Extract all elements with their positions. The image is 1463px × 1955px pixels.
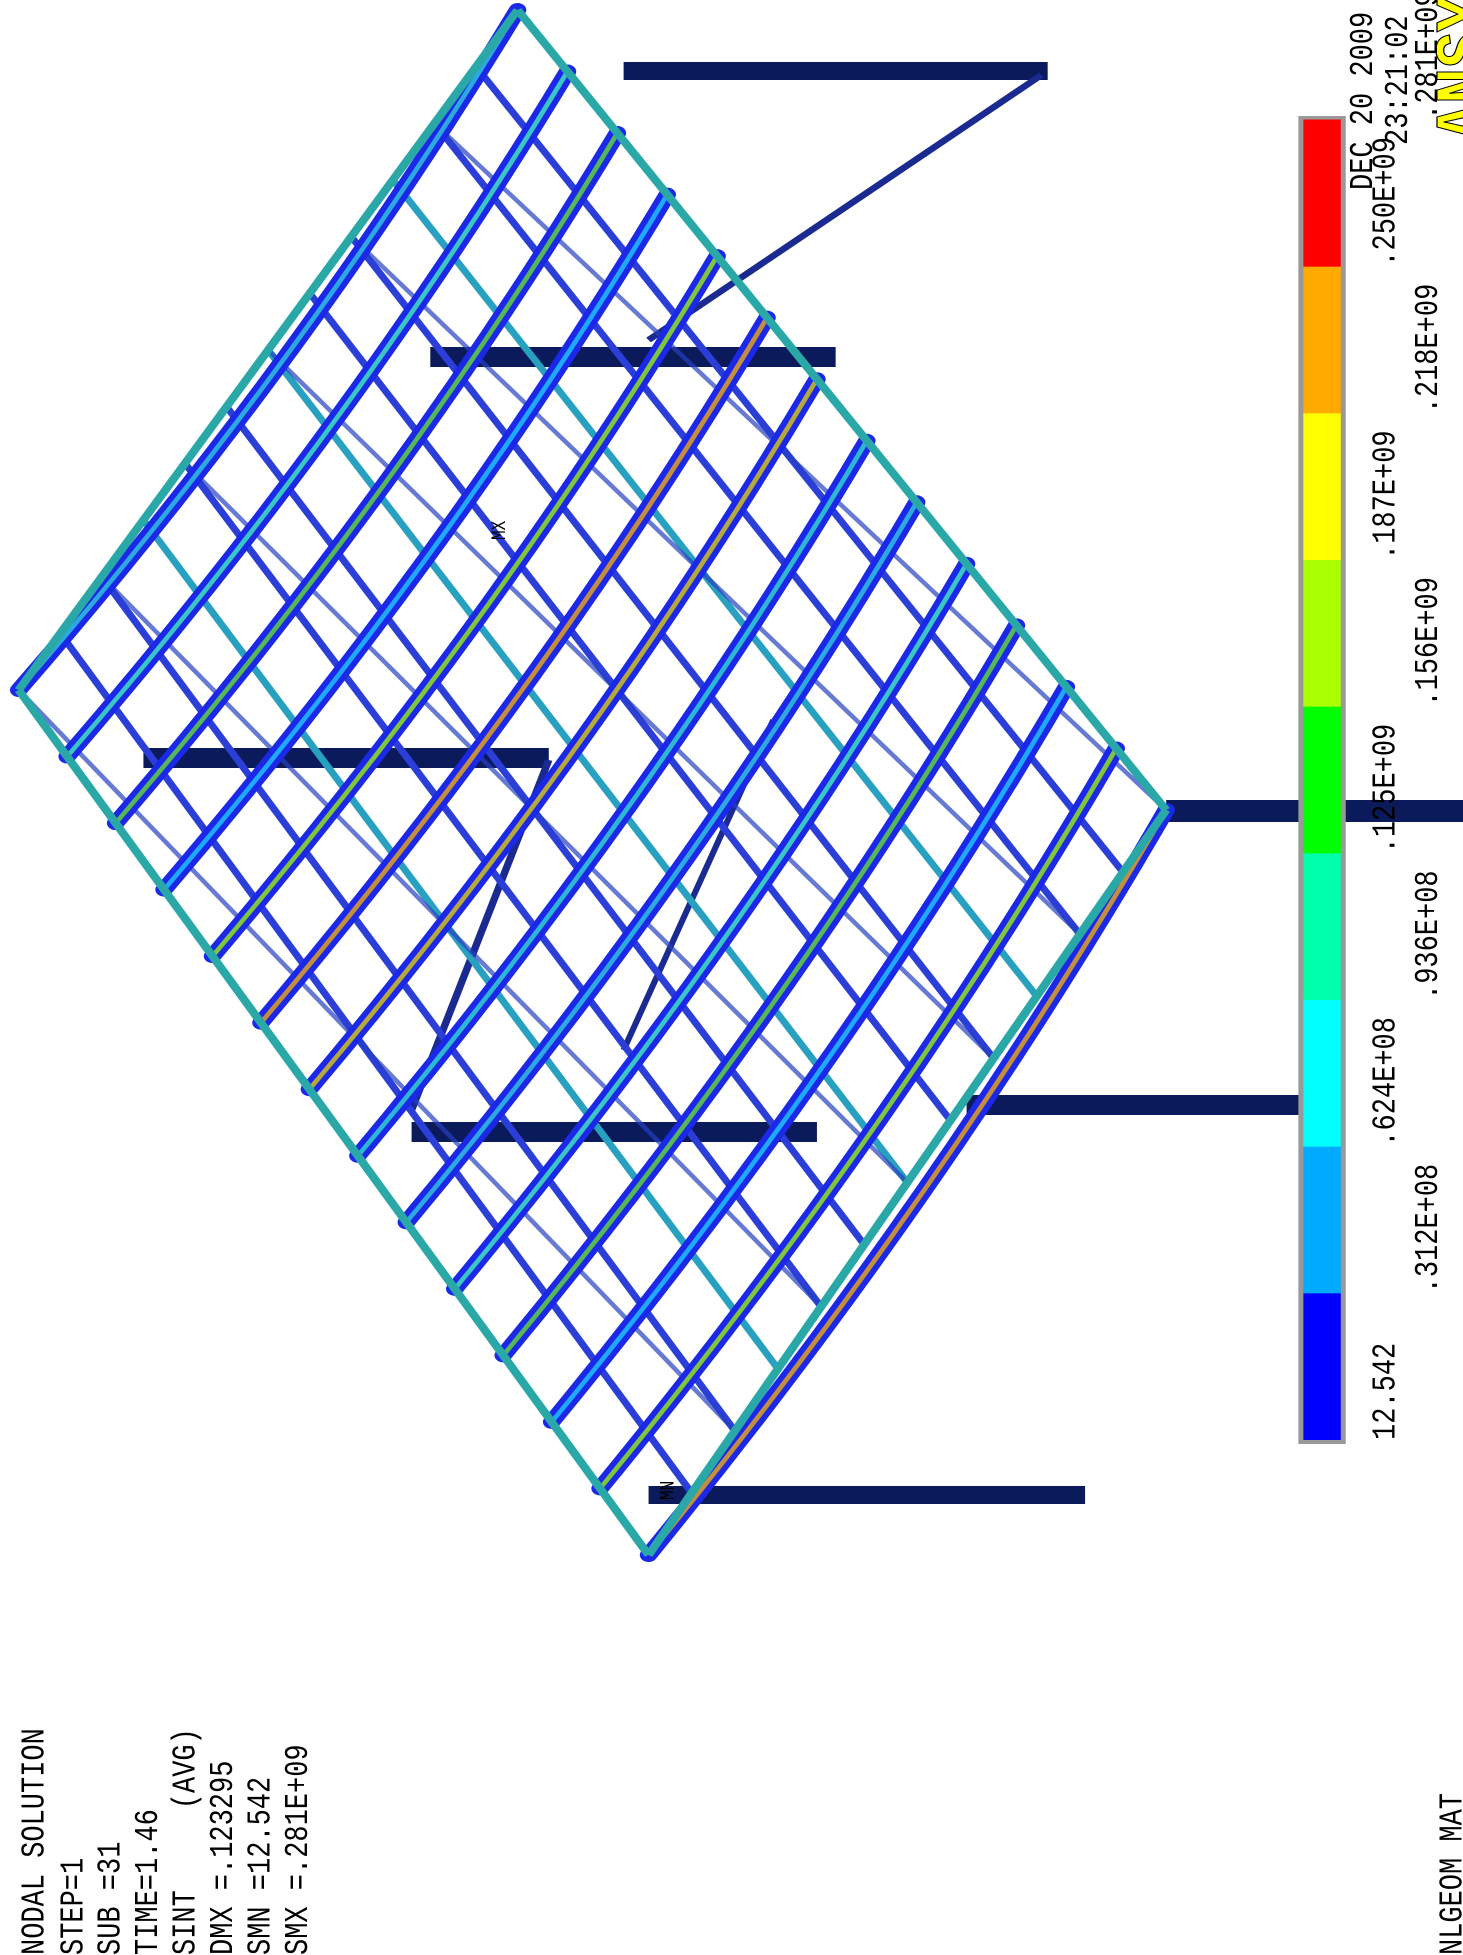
- legend-swatch: [1303, 706, 1341, 854]
- bracing: [16, 688, 737, 1433]
- rafter-stress: [65, 70, 570, 758]
- legend-swatch: [1303, 999, 1341, 1147]
- rafter-stress: [598, 747, 1119, 1490]
- header-line: TIME=1.46: [131, 1809, 169, 1955]
- rafter-stress: [258, 316, 770, 1024]
- column: [966, 1095, 1335, 1115]
- rafter-stress: [501, 624, 1019, 1357]
- legend-swatch: [1303, 852, 1341, 1000]
- time: 23:21:02: [1380, 15, 1418, 145]
- legend-swatch: [1303, 266, 1341, 414]
- legend-label: 12.542: [1368, 1343, 1406, 1440]
- max-marker: MX: [490, 521, 512, 540]
- edge: [14, 688, 653, 1557]
- column: [143, 748, 549, 768]
- legend-swatch: [1303, 559, 1341, 707]
- rafter-stress: [16, 9, 520, 692]
- column: [648, 1486, 1086, 1504]
- header-line: SMN =12.542: [243, 1777, 281, 1955]
- legend: 12.542.312E+08.624E+08.936E+08.125E+09.1…: [1298, 0, 1448, 1444]
- rafter-stress: [210, 255, 720, 958]
- edge: [644, 808, 1170, 1557]
- legend-label: .218E+09: [1410, 284, 1448, 414]
- header: NODAL SOLUTION STEP=1 SUB =31 TIME=1.46 SINT…: [17, 1728, 318, 1955]
- rafter-stress: [549, 686, 1069, 1424]
- column: [430, 347, 836, 367]
- edge: [513, 8, 1170, 812]
- legend-swatch: [1303, 1292, 1341, 1440]
- header-line: SUB =31: [93, 1842, 131, 1955]
- header-line: SMX =.281E+09: [280, 1744, 318, 1955]
- rafter-stress: [404, 501, 919, 1224]
- column: [623, 62, 1048, 80]
- legend-label: .312E+08: [1410, 1164, 1448, 1294]
- rafter-stress: [162, 193, 670, 891]
- header-line: DMX =.123295: [206, 1761, 244, 1955]
- date: DEC 20 2009: [1345, 12, 1383, 190]
- min-marker: MN: [658, 1481, 680, 1500]
- header-line: NODAL SOLUTION: [17, 1728, 55, 1955]
- legend-label: .624E+08: [1368, 1017, 1406, 1147]
- legend-label: .125E+09: [1368, 724, 1406, 854]
- rafter-stress: [355, 439, 870, 1157]
- legend-label: .281E+09: [1410, 0, 1448, 120]
- header-line: STEP=1: [56, 1858, 94, 1955]
- footer: NLGEOM_MAT: [1435, 1793, 1463, 1955]
- rafter-stress: [646, 809, 1169, 1557]
- legend-swatch: [1303, 1146, 1341, 1294]
- legend-swatch: [1303, 412, 1341, 560]
- legend-label: .936E+08: [1410, 870, 1448, 1000]
- rafter-stress: [113, 132, 620, 825]
- legend-label: .187E+09: [1368, 430, 1406, 560]
- rafter-stress: [452, 562, 969, 1290]
- rafter-stress: [307, 378, 820, 1091]
- edge: [14, 8, 522, 692]
- annotations: NODAL SOLUTION STEP=1 SUB =31 TIME=1.46 SINT…: [17, 0, 1463, 1955]
- legend-swatch: [1303, 119, 1341, 267]
- logo: ANSYS: [1426, 0, 1463, 140]
- brace: [646, 72, 1044, 343]
- header-line: SINT (AVG): [168, 1728, 206, 1955]
- legend-label: .250E+09: [1368, 137, 1406, 267]
- legend-label: .156E+09: [1410, 577, 1448, 707]
